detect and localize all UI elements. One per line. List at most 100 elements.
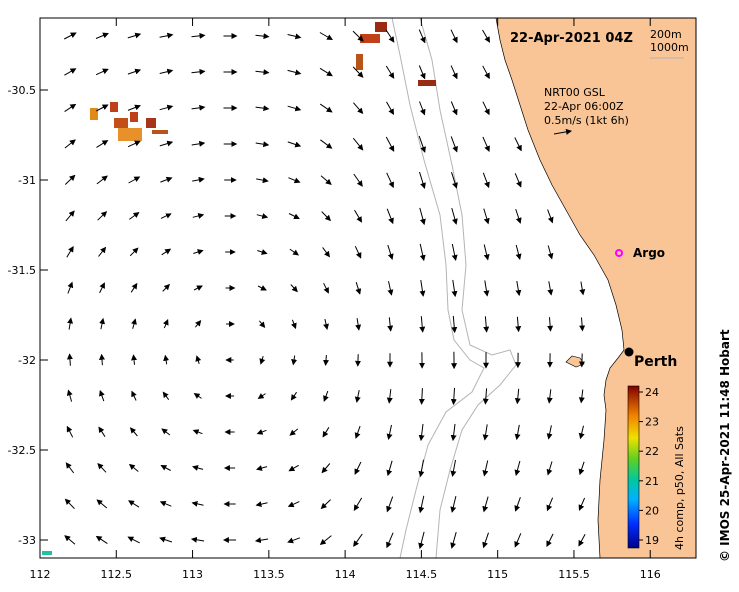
current-vector <box>192 213 205 219</box>
current-vector <box>546 389 553 404</box>
current-vector <box>450 387 457 406</box>
current-vector <box>64 498 75 510</box>
current-vector <box>546 425 553 440</box>
current-scale-label: 0.5m/s (1kt 6h) <box>544 114 629 127</box>
current-vector <box>192 465 204 471</box>
current-vector <box>195 355 202 364</box>
argo-marker: Argo <box>615 246 665 260</box>
current-vector <box>353 173 363 187</box>
current-vector <box>450 29 458 44</box>
x-tick-label: 112 <box>30 568 51 581</box>
current-vector <box>386 389 393 404</box>
current-vector <box>97 462 107 473</box>
colorbar-tick-label: 21 <box>645 475 659 488</box>
current-model-label: NRT00 GSL <box>544 86 606 99</box>
current-vector <box>64 103 77 113</box>
current-vector <box>193 249 204 255</box>
current-vector <box>127 140 141 148</box>
current-vector <box>547 317 554 332</box>
current-vector <box>547 209 554 224</box>
x-tick-label: 114.5 <box>406 568 438 581</box>
current-vector <box>192 176 205 183</box>
current-vector <box>160 176 173 183</box>
current-vector <box>354 390 361 403</box>
current-vector <box>515 280 522 297</box>
current-vector <box>418 29 426 44</box>
current-vector <box>353 102 364 115</box>
current-vector <box>387 244 394 260</box>
current-vector <box>451 279 458 298</box>
perth-marker: Perth <box>624 347 677 370</box>
current-vector <box>482 136 490 153</box>
colorbar-tick-label: 23 <box>645 416 659 429</box>
current-vector <box>96 104 109 112</box>
current-vector <box>419 316 426 333</box>
current-vector <box>159 500 172 507</box>
current-vector <box>514 460 521 476</box>
current-vector <box>547 245 554 260</box>
current-vector <box>287 33 302 40</box>
current-vector <box>291 355 298 366</box>
current-vector <box>418 65 426 80</box>
current-vector <box>129 212 140 220</box>
current-vector <box>257 393 266 399</box>
current-vector <box>159 104 174 111</box>
current-vector <box>418 495 425 514</box>
current-vector <box>160 213 172 219</box>
current-vector <box>256 465 268 471</box>
current-vector <box>128 500 140 508</box>
current-vector <box>322 247 330 258</box>
current-vector <box>323 318 329 330</box>
y-tick-label: -30.5 <box>8 84 36 97</box>
current-vector <box>352 30 364 42</box>
current-vector <box>514 137 522 152</box>
current-vector <box>191 500 204 507</box>
current-vector <box>193 393 202 399</box>
current-vector <box>355 282 362 295</box>
current-vector <box>386 460 393 477</box>
current-vector <box>163 354 170 365</box>
current-vector <box>127 104 141 111</box>
current-vector <box>160 465 171 471</box>
current-vector <box>288 213 300 219</box>
current-vector <box>578 425 585 440</box>
current-vector <box>385 65 395 79</box>
current-vector <box>319 32 333 40</box>
current-vector <box>515 244 522 260</box>
current-vector <box>546 497 554 512</box>
current-vector <box>255 141 270 148</box>
current-vector <box>354 209 363 223</box>
current-vector <box>255 69 270 76</box>
current-vector <box>515 316 522 333</box>
current-vector <box>98 246 107 257</box>
current-vector <box>96 140 109 148</box>
current-vector <box>352 66 364 78</box>
current-vector <box>290 391 298 401</box>
current-vector <box>287 537 301 544</box>
current-vector <box>64 174 76 185</box>
current-vector <box>287 69 302 76</box>
current-info: NRT00 GSL 22-Apr 06:00Z 0.5m/s (1kt 6h) <box>544 86 629 135</box>
land-mass <box>495 17 697 559</box>
x-tick-label: 113.5 <box>253 568 285 581</box>
current-vector <box>418 135 426 153</box>
current-vector <box>578 389 585 404</box>
current-vector <box>322 427 330 438</box>
current-vector <box>386 496 394 513</box>
current-vector <box>259 356 266 365</box>
current-vector <box>419 171 426 189</box>
current-vector <box>289 428 299 436</box>
current-vector <box>482 460 489 477</box>
current-vector <box>386 424 393 440</box>
y-tick-label: -32 <box>18 354 36 367</box>
current-vector <box>546 533 554 547</box>
current-vector <box>128 176 141 184</box>
current-vector <box>319 535 332 546</box>
current-vector <box>321 211 331 222</box>
current-vector <box>482 101 490 116</box>
current-vector <box>129 427 138 437</box>
current-vector <box>418 459 425 478</box>
current-vector <box>257 285 267 291</box>
current-vector <box>63 32 77 40</box>
current-vector <box>66 389 73 402</box>
